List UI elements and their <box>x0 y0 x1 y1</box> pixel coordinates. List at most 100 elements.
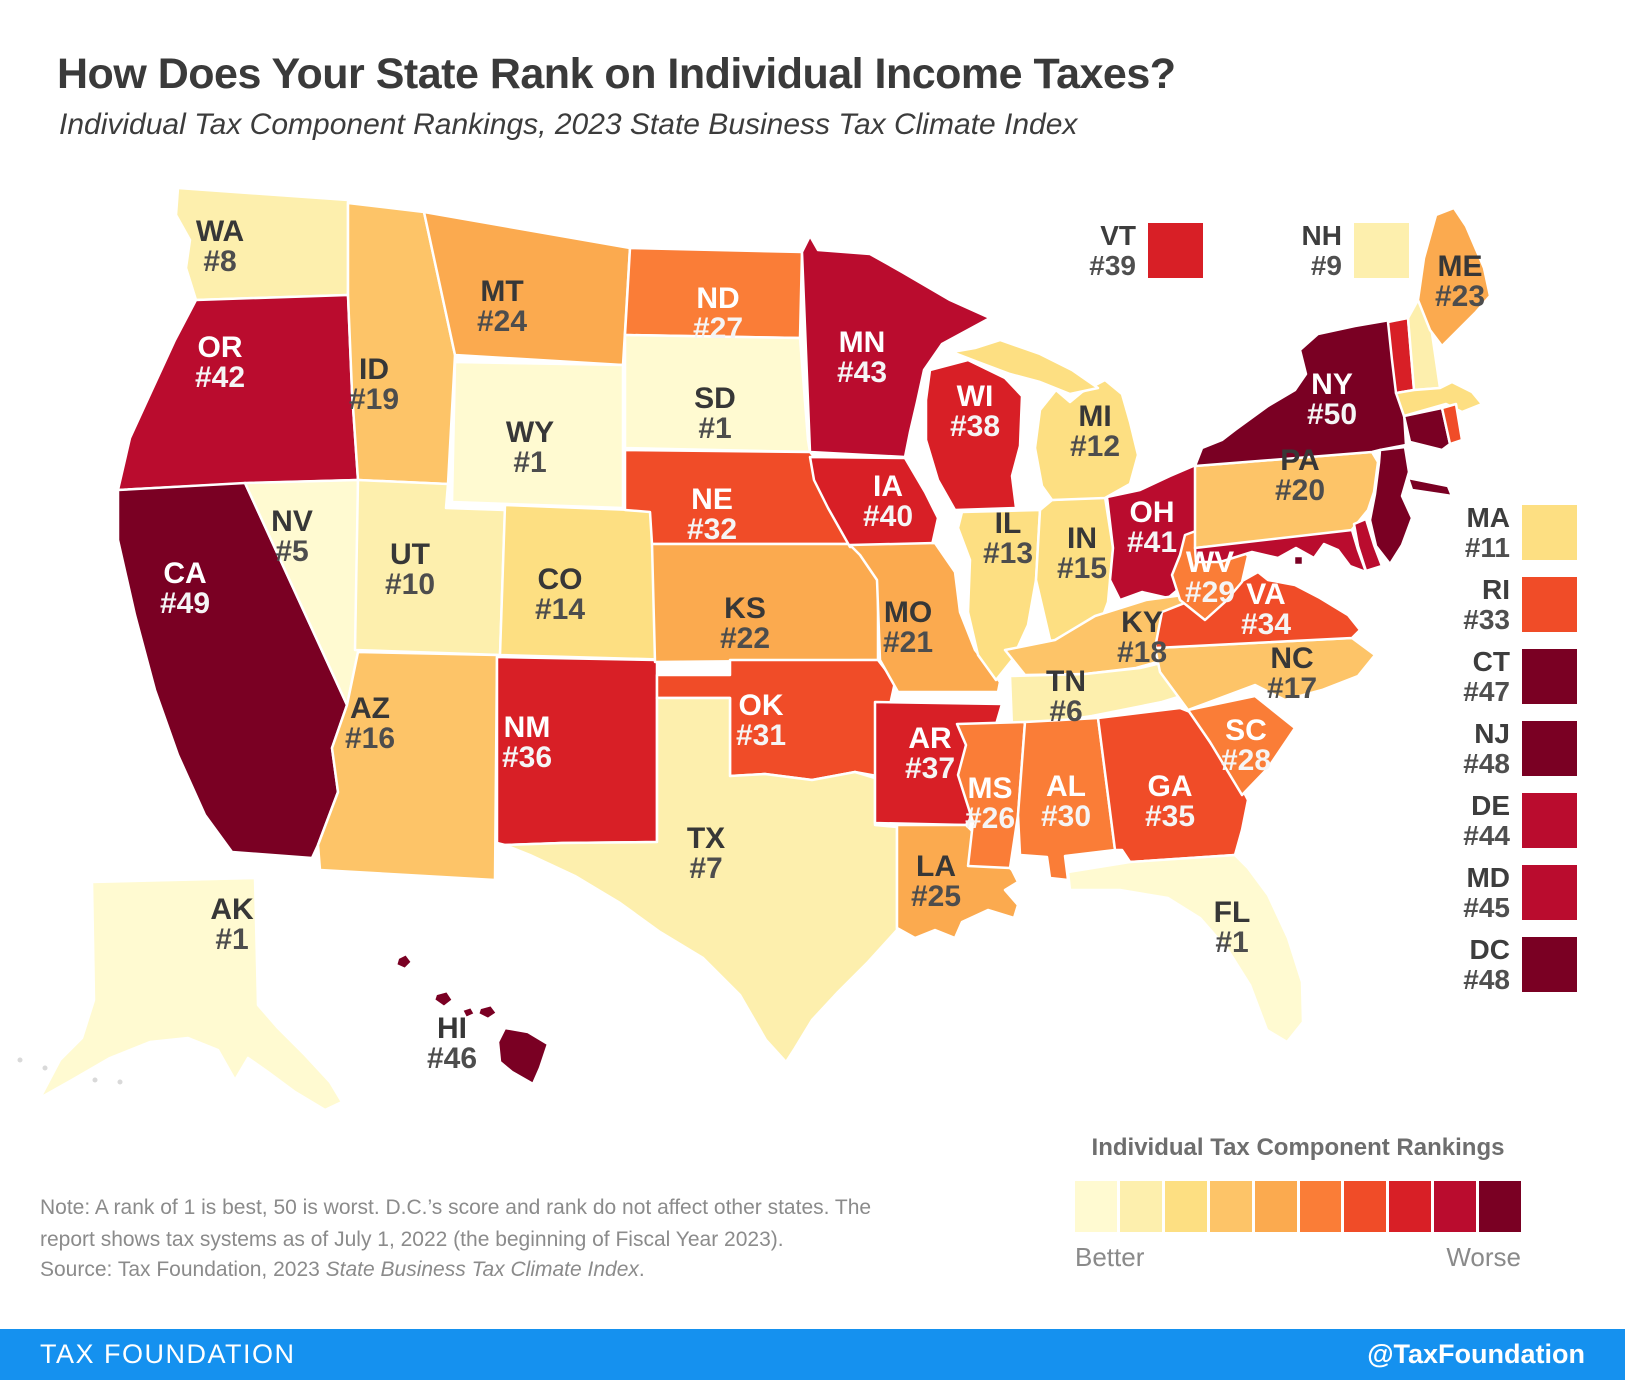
state-label-NV: NV #5 <box>271 505 313 568</box>
state-AK <box>38 876 344 1112</box>
state-MT <box>422 210 632 367</box>
source-suffix: . <box>638 1258 645 1281</box>
state-label-IN: IN #15 <box>1057 522 1107 585</box>
callout-label-NH: NH #9 <box>1302 220 1342 281</box>
state-WI <box>924 358 1024 512</box>
state-HI-part1 <box>394 952 414 971</box>
aleutian-island-speck-1 <box>17 1057 23 1063</box>
footer-bar: TAX FOUNDATION @TaxFoundation <box>0 1329 1625 1380</box>
note-line-1: Note: A rank of 1 is best, 50 is worst. … <box>40 1196 872 1219</box>
state-label-FL: FL #1 <box>1214 896 1251 959</box>
state-labels-layer: WA #8 OR #42 CA #49 NV #5 ID #19 MT #24 WY #1 UT #10 CO #… <box>160 215 1485 1075</box>
color-scale-legend: Individual Tax Component Rankings Better… <box>1075 1134 1522 1273</box>
scale-worse-label: Worse <box>1446 1242 1521 1272</box>
state-NC <box>1153 636 1377 712</box>
source-text: Source: Tax Foundation, 2023 State Busin… <box>40 1258 645 1282</box>
state-NY-part2 <box>1406 476 1454 498</box>
state-TX <box>503 696 899 1064</box>
state-label-UT: UT #10 <box>385 538 435 601</box>
state-label-WV: WV #29 <box>1185 546 1235 609</box>
callout-label-NJ: NJ #48 <box>1463 718 1510 779</box>
state-label-KY: KY #18 <box>1117 606 1167 669</box>
scale-swatch-3 <box>1164 1181 1207 1232</box>
state-ME <box>1416 206 1492 348</box>
note-text: Note: A rank of 1 is best, 50 is worst. … <box>40 1192 871 1256</box>
scale-swatch-2 <box>1119 1181 1162 1232</box>
callout-swatch-RI <box>1522 577 1577 632</box>
page-title: How Does Your State Rank on Individual I… <box>57 50 1176 98</box>
callout-label-MD: MD #45 <box>1463 862 1510 923</box>
callout-NJ: NJ #48 <box>1463 718 1577 779</box>
callout-swatch-DE <box>1522 793 1577 848</box>
source-prefix: Source: Tax Foundation, 2023 <box>40 1258 326 1281</box>
state-label-WI: WI #38 <box>950 380 1000 443</box>
state-label-ME: ME #23 <box>1435 250 1485 313</box>
state-SC <box>1186 694 1297 797</box>
callout-VT: VT #39 <box>1089 220 1203 281</box>
state-label-LA: LA #25 <box>911 850 961 913</box>
scale-swatch-9 <box>1434 1181 1477 1232</box>
state-label-OR: OR #42 <box>195 331 245 394</box>
state-label-MI: MI #12 <box>1070 400 1120 463</box>
note-line-2: report shows tax systems as of July 1, 2… <box>40 1228 784 1251</box>
callout-DE: DE #44 <box>1463 790 1577 851</box>
scale-swatch-6 <box>1299 1181 1342 1232</box>
state-label-TX: TX #7 <box>687 822 725 885</box>
callout-label-DC: DC #48 <box>1463 934 1510 995</box>
state-label-NC: NC #17 <box>1267 642 1317 705</box>
state-label-PA: PA #20 <box>1275 444 1325 507</box>
state-label-OH: OH #41 <box>1127 496 1177 559</box>
callout-swatch-DC <box>1522 937 1577 992</box>
state-label-NM: NM #36 <box>502 711 552 774</box>
scale-swatch-7 <box>1344 1181 1387 1232</box>
callout-label-VT: VT #39 <box>1089 220 1136 281</box>
state-MI-part2 <box>950 338 1100 396</box>
state-label-WA: WA #8 <box>196 215 244 278</box>
state-label-TN: TN #6 <box>1046 665 1086 728</box>
scale-swatch-4 <box>1209 1181 1252 1232</box>
state-label-HI: HI #46 <box>427 1012 477 1075</box>
state-DC <box>1292 554 1305 567</box>
state-FL <box>1066 853 1305 1044</box>
state-label-IL: IL #13 <box>983 507 1033 570</box>
scale-swatch-row <box>1075 1181 1522 1232</box>
scale-end-labels: Better Worse <box>1075 1242 1521 1273</box>
state-label-SC: SC #28 <box>1221 714 1271 777</box>
callout-MA: MA #11 <box>1465 502 1577 563</box>
scale-better-label: Better <box>1075 1242 1145 1272</box>
state-label-WY: WY #1 <box>506 416 554 479</box>
state-label-KS: KS #22 <box>720 592 770 655</box>
state-label-MS: MS #26 <box>965 772 1015 835</box>
scale-swatch-1 <box>1075 1181 1117 1232</box>
source-italic: State Business Tax Climate Index <box>325 1258 639 1281</box>
state-NH <box>1406 298 1442 392</box>
scale-swatch-10 <box>1479 1181 1522 1232</box>
callout-swatch-VT <box>1148 223 1203 278</box>
callout-label-DE: DE #44 <box>1463 790 1510 851</box>
aleutian-island-speck-2 <box>42 1065 48 1071</box>
callout-CT: CT #47 <box>1463 646 1577 707</box>
state-WY <box>450 360 625 510</box>
state-MA <box>1394 380 1484 418</box>
callout-swatch-CT <box>1522 649 1577 704</box>
state-label-IA: IA #40 <box>863 470 913 533</box>
state-RI <box>1440 402 1464 446</box>
state-label-MT: MT #24 <box>477 275 527 338</box>
aleutian-island-speck-5 <box>117 1079 123 1085</box>
callout-DC: DC #48 <box>1463 934 1577 995</box>
scale-swatch-5 <box>1254 1181 1297 1232</box>
state-label-AZ: AZ #16 <box>345 692 395 755</box>
state-label-VA: VA #34 <box>1241 578 1291 641</box>
states-layer <box>38 186 1492 1112</box>
state-label-CA: CA #49 <box>160 557 210 620</box>
state-HI-part3 <box>460 1005 477 1020</box>
callout-label-RI: RI #33 <box>1463 574 1510 635</box>
callout-label-CT: CT #47 <box>1463 646 1510 707</box>
callout-swatch-MD <box>1522 865 1577 920</box>
footer-brand: TAX FOUNDATION <box>40 1339 296 1369</box>
state-HI-part5 <box>496 1026 550 1086</box>
callout-swatch-MA <box>1522 505 1577 560</box>
callout-MD: MD #45 <box>1463 862 1577 923</box>
state-label-MN: MN #43 <box>837 326 887 389</box>
